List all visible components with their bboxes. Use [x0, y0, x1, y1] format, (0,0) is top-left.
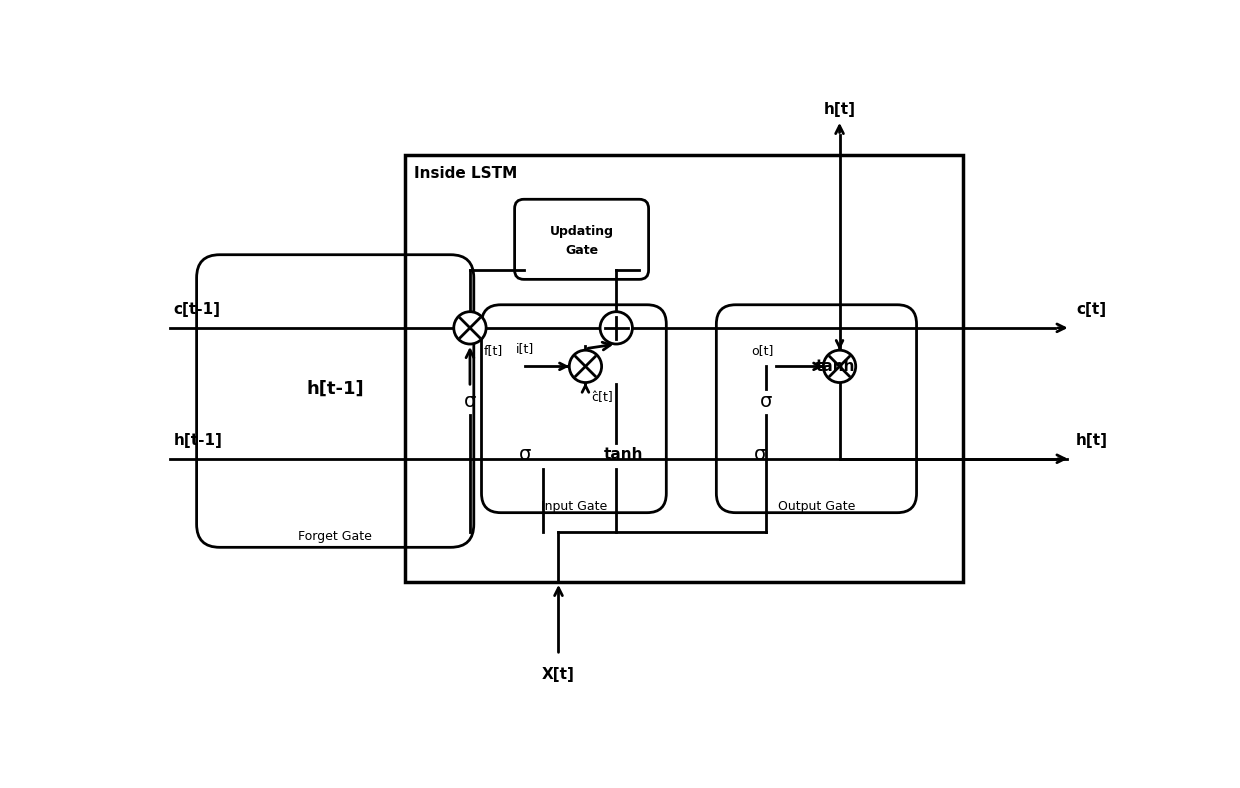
- Text: o[t]: o[t]: [751, 344, 774, 357]
- Text: c[t-1]: c[t-1]: [174, 302, 221, 317]
- Text: Forget Gate: Forget Gate: [299, 530, 372, 544]
- Text: σ: σ: [520, 445, 532, 464]
- Text: σ: σ: [464, 392, 476, 411]
- Text: σ: σ: [760, 392, 773, 411]
- Circle shape: [823, 350, 856, 382]
- Circle shape: [600, 312, 632, 344]
- Text: Input Gate: Input Gate: [541, 500, 608, 512]
- Text: tanh: tanh: [816, 359, 856, 374]
- Circle shape: [454, 312, 486, 344]
- Text: Inside LSTM: Inside LSTM: [414, 166, 517, 181]
- Text: h[t-1]: h[t-1]: [174, 433, 222, 448]
- Text: Updating: Updating: [549, 225, 614, 238]
- Text: Output Gate: Output Gate: [777, 500, 856, 512]
- Bar: [404, 154, 962, 582]
- Circle shape: [569, 350, 601, 382]
- Text: ĉ[t]: ĉ[t]: [591, 391, 614, 404]
- Text: σ: σ: [754, 445, 766, 464]
- Text: h[t-1]: h[t-1]: [306, 380, 365, 398]
- Text: f[t]: f[t]: [484, 344, 503, 358]
- Text: X[t]: X[t]: [542, 667, 575, 682]
- Text: Gate: Gate: [565, 244, 598, 258]
- Text: i[t]: i[t]: [516, 342, 534, 355]
- Text: c[t]: c[t]: [1076, 302, 1106, 317]
- Text: tanh: tanh: [604, 448, 644, 463]
- Text: h[t]: h[t]: [1076, 433, 1107, 448]
- Text: h[t]: h[t]: [823, 102, 856, 117]
